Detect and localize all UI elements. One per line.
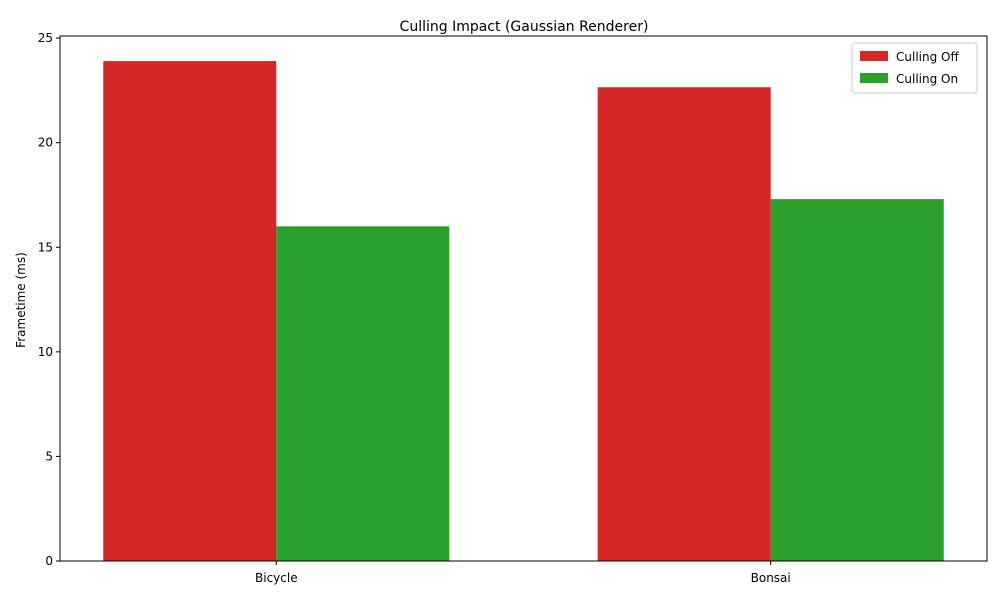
y-tick-label: 15 [38, 240, 53, 254]
bar-culling-on-bonsai [770, 199, 944, 562]
axes-group: 0 5 10 15 20 25 Bicycle Bonsai [38, 31, 988, 585]
y-tick-label: 0 [45, 554, 53, 568]
y-axis-label: Frametime (ms) [14, 252, 28, 348]
plot-frame [59, 35, 988, 562]
chart-title: Culling Impact (Gaussian Renderer) [400, 19, 649, 35]
y-tick-label: 25 [38, 31, 53, 45]
legend-entry-label: Culling Off [896, 50, 959, 64]
legend: Culling Off Culling On [851, 42, 978, 94]
legend-swatch [860, 51, 888, 61]
x-tick-label: Bicycle [255, 571, 298, 585]
y-tick-label: 20 [38, 136, 53, 150]
x-tick-label: Bonsai [751, 571, 791, 585]
y-tick-label: 10 [38, 345, 53, 359]
bar-culling-on-bicycle [276, 226, 450, 562]
legend-entry-label: Culling On [896, 72, 958, 86]
y-tick-label: 5 [45, 449, 53, 463]
bar-culling-off-bicycle [103, 61, 277, 561]
bar-culling-off-bonsai [597, 87, 771, 561]
bars-group [103, 61, 944, 562]
legend-swatch [860, 73, 888, 83]
